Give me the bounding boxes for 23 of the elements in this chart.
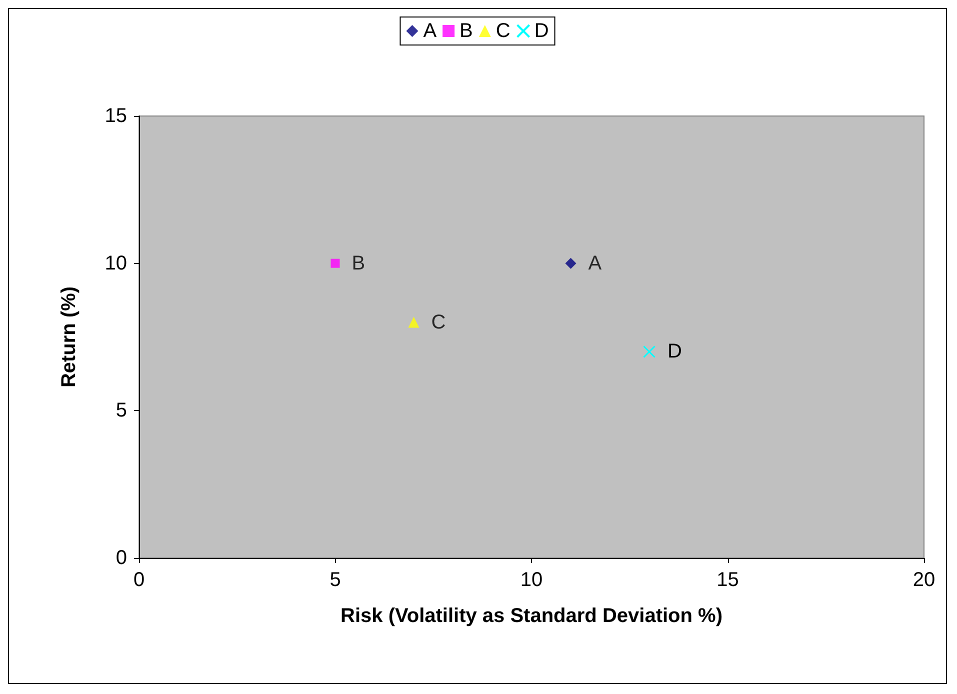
legend-label: C — [496, 20, 510, 42]
x-tick-label: 0 — [133, 569, 145, 591]
y-tick-label: 10 — [104, 252, 127, 274]
y-axis-title: Return (%) — [58, 286, 80, 388]
text: A — [588, 252, 602, 274]
point — [565, 258, 576, 269]
text: C — [431, 311, 446, 334]
x-tick-label: 5 — [330, 569, 341, 591]
point — [330, 258, 340, 268]
y-tick-label: 15 — [104, 105, 127, 127]
legend-label: A — [423, 20, 438, 42]
y-tick-label: 0 — [116, 547, 127, 569]
legend-label: B — [460, 20, 473, 42]
x-tick-label: 15 — [716, 569, 739, 591]
x-tick-label: 10 — [520, 569, 543, 591]
point — [643, 345, 656, 358]
text: D — [668, 340, 682, 363]
x-axis-title: Risk (Volatility as Standard Deviation %) — [340, 605, 722, 627]
y-tick-label: 5 — [116, 400, 127, 422]
text: B — [352, 252, 366, 274]
legend-label: D — [534, 20, 549, 42]
x-tick-label: 20 — [912, 569, 936, 591]
point — [408, 316, 420, 328]
